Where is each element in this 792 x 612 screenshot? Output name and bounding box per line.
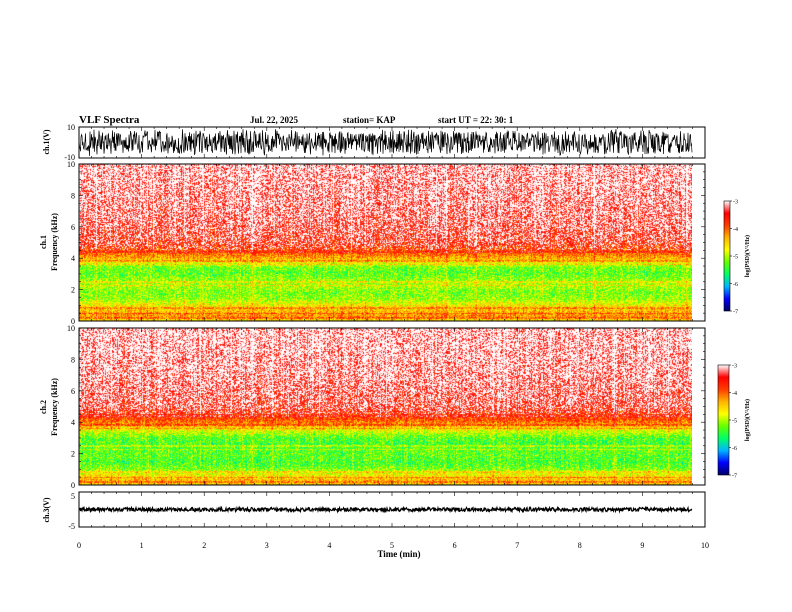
colorbar-tick-label: -5 — [732, 419, 737, 425]
time-tick-label: 1 — [140, 541, 144, 550]
ch2-spectrogram-panel: 0 2 4 6 8 10 ch.2 Frequency (kHz) — [39, 324, 706, 490]
ch1-waveform-frame — [78, 126, 706, 159]
colorbar-tick-label: -6 — [733, 282, 738, 288]
time-tick-label: 7 — [515, 541, 519, 550]
frequency-tick-label: 10 — [67, 160, 75, 169]
time-tick-label: 2 — [202, 541, 206, 550]
time-tick-label: 5 — [390, 541, 394, 550]
ch1-colorbar: -3 -4 -5 -6 -7 log(PSD)(V²/Hz) — [723, 200, 751, 316]
ch2-spectrogram-frame — [78, 327, 706, 486]
ch1-waveform-ylabel: ch.1(V) — [42, 129, 51, 154]
frequency-tick-label: 0 — [71, 481, 75, 490]
frequency-tick-label: 10 — [67, 324, 75, 333]
frequency-tick-label: 8 — [71, 191, 75, 200]
colorbar-tick-label: -7 — [732, 474, 737, 480]
ch3-waveform-ylabel: ch.3(V) — [42, 497, 51, 522]
colorbar-tick-label: -4 — [733, 227, 738, 233]
ch2-spectrogram-ylabel-channel: ch.2 — [39, 400, 48, 414]
ch2-colorbar: -3 -4 -5 -6 -7 log(PSD)(V²/Hz) — [717, 364, 751, 480]
ch3-waveform-panel: 5 -5 ch.3(V) 0 1 2 3 4 5 6 7 8 9 10 Time (min) — [42, 491, 709, 559]
ch2-colorbar-gradient — [718, 365, 729, 475]
colorbar-tick-label: -5 — [733, 255, 738, 261]
colorbar-tick-label: -6 — [732, 446, 737, 452]
frequency-tick-label: 4 — [71, 418, 75, 427]
time-tick-label: 8 — [578, 541, 582, 550]
ch1-colorbar-ticks: -3 -4 -5 -6 -7 — [730, 200, 738, 316]
time-axis-ticklabels: 0 1 2 3 4 5 6 7 8 9 10 — [77, 541, 709, 550]
ch1-waveform-panel: 10 -10 ch.1(V) — [42, 123, 706, 162]
figure-station: station= KAP — [343, 115, 396, 125]
frequency-tick-label: 2 — [71, 286, 75, 295]
ch3-waveform-ytick-top: 5 — [71, 492, 75, 501]
ch3-waveform-line — [78, 505, 693, 514]
colorbar-tick-label: -3 — [732, 364, 737, 370]
ch1-spectrogram-ylabel-channel: ch.1 — [39, 235, 48, 249]
ch2-spectrogram-ylabel: Frequency (kHz) — [50, 378, 59, 436]
figure-start-ut: start UT = 22: 30: 1 — [438, 115, 514, 125]
ch2-colorbar-ticks: -3 -4 -5 -6 -7 — [729, 364, 737, 480]
time-axis-label: Time (min) — [377, 549, 420, 559]
ch2-spectrogram-image — [79, 328, 692, 485]
time-tick-label: 6 — [453, 541, 457, 550]
time-tick-label: 0 — [77, 541, 81, 550]
time-tick-label: 9 — [640, 541, 644, 550]
colorbar-tick-label: -3 — [733, 200, 738, 206]
ch1-colorbar-label: log(PSD)(V²/Hz) — [744, 235, 751, 277]
ch1-spectrogram-frame — [78, 163, 706, 322]
ch1-spectrogram-image — [79, 164, 692, 321]
time-tick-label: 10 — [701, 541, 709, 550]
colorbar-tick-label: -7 — [733, 310, 738, 316]
frequency-tick-label: 2 — [71, 450, 75, 459]
frequency-tick-label: 6 — [71, 223, 75, 232]
time-tick-label: 4 — [327, 541, 331, 550]
frequency-tick-label: 8 — [71, 355, 75, 364]
ch1-waveform-line — [78, 129, 693, 157]
ch3-waveform-ytick-bottom: -5 — [68, 522, 75, 531]
time-tick-label: 3 — [265, 541, 269, 550]
frequency-tick-label: 6 — [71, 387, 75, 396]
ch2-colorbar-label: log(PSD)(V²/Hz) — [744, 399, 751, 441]
figure-date: Jul. 22, 2025 — [250, 115, 299, 125]
figure-title: VLF Spectra — [79, 114, 140, 126]
ch1-spectrogram-panel: 0 2 4 6 8 10 ch.1 Frequency (kHz) — [39, 160, 706, 326]
ch1-spectrogram-ylabel: Frequency (kHz) — [50, 213, 59, 271]
ch1-waveform-ytick-top: 10 — [67, 123, 75, 132]
frequency-tick-label: 0 — [71, 317, 75, 326]
frequency-tick-label: 4 — [71, 254, 75, 263]
ch3-waveform-frame — [78, 491, 706, 528]
ch1-colorbar-gradient — [724, 201, 730, 311]
colorbar-tick-label: -4 — [732, 391, 737, 397]
ch1-waveform-ytick-bottom: -10 — [64, 153, 75, 162]
